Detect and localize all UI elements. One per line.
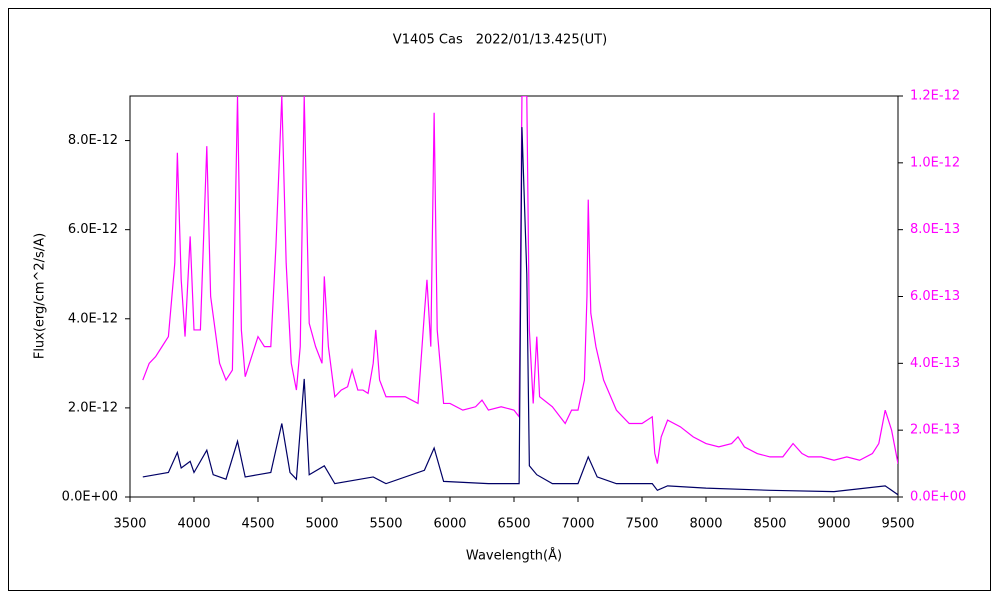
y-axis-label: Flux(erg/cm^2/s/A) — [33, 233, 48, 359]
y-tick-label: 6.0E-12 — [68, 222, 118, 237]
y2-tick-label: 1.0E-12 — [910, 155, 960, 170]
spectrum-line — [142, 127, 898, 496]
x-tick-label: 3500 — [113, 517, 146, 532]
x-tick-label: 9000 — [817, 517, 850, 532]
spectrum-line — [142, 96, 898, 464]
y2-tick-label: 4.0E-13 — [910, 356, 960, 371]
x-tick-label: 9500 — [881, 517, 914, 532]
y2-tick-label: 8.0E-13 — [910, 222, 960, 237]
y-tick-label: 0.0E+00 — [62, 490, 118, 505]
x-axis-label: Wavelength(Å) — [466, 548, 562, 564]
x-tick-label: 5500 — [369, 517, 402, 532]
chart-title: V1405 Cas 2022/01/13.425(UT) — [393, 33, 607, 48]
y2-tick-label: 2.0E-13 — [910, 423, 960, 438]
x-tick-label: 8500 — [753, 517, 786, 532]
x-tick-label: 5000 — [305, 517, 338, 532]
y2-tick-label: 6.0E-13 — [910, 289, 960, 304]
x-tick-label: 6500 — [497, 517, 530, 532]
y-tick-label: 4.0E-12 — [68, 311, 118, 326]
x-tick-label: 4000 — [177, 517, 210, 532]
y2-tick-label: 0.0E+00 — [910, 490, 966, 505]
x-tick-label: 7000 — [561, 517, 594, 532]
y-tick-label: 8.0E-12 — [68, 133, 118, 148]
y-tick-label: 2.0E-12 — [68, 400, 118, 415]
y2-tick-label: 1.2E-12 — [910, 89, 960, 104]
x-tick-label: 7500 — [625, 517, 658, 532]
x-tick-label: 6000 — [433, 517, 466, 532]
x-tick-label: 4500 — [241, 517, 274, 532]
x-tick-label: 8000 — [689, 517, 722, 532]
